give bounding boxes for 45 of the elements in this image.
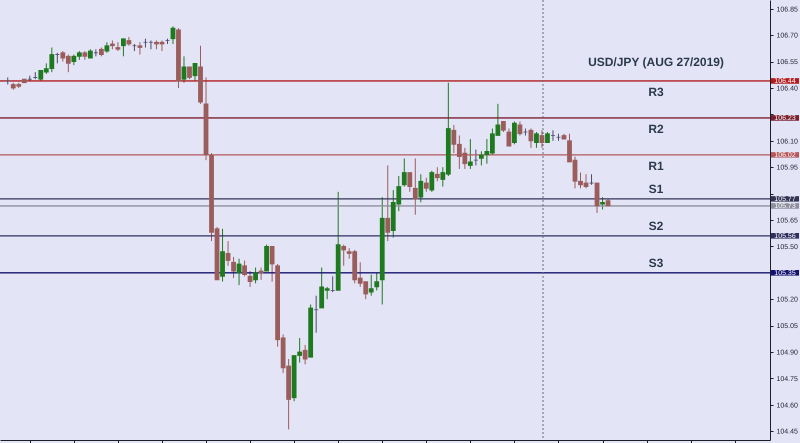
candlestick [594, 182, 600, 214]
candlestick [242, 260, 247, 277]
candlestick [170, 26, 176, 44]
candlestick [104, 42, 110, 54]
candlestick [434, 166, 440, 182]
candlestick [418, 174, 424, 203]
candlestick [512, 120, 517, 145]
candlestick [374, 272, 380, 291]
ref-line-label: R3 [648, 84, 664, 99]
candlestick [545, 132, 550, 144]
candlestick [302, 344, 308, 365]
candlestick [412, 158, 418, 216]
candlestick [341, 244, 346, 266]
candlestick [528, 128, 534, 148]
candlestick [468, 138, 473, 170]
candlestick [231, 256, 236, 279]
candlestick [368, 274, 374, 296]
ref-line-label: R2 [648, 122, 664, 136]
candlestick [248, 270, 252, 288]
candlestick [270, 246, 274, 282]
candlestick [540, 130, 544, 148]
candlestick [385, 164, 390, 242]
candlestick [501, 120, 506, 132]
candlestick [518, 120, 522, 136]
candlestick [182, 56, 186, 84]
candlestick [253, 267, 258, 284]
candlestick [407, 172, 412, 192]
ref-line-label: R1 [648, 158, 664, 173]
candlestick [534, 132, 539, 148]
ref-line-label: S1 [648, 182, 664, 196]
ref-line-label: S3 [648, 256, 664, 270]
ref-line-label: S2 [648, 218, 664, 233]
candlestick [258, 267, 264, 280]
candlestick [506, 128, 512, 147]
candlestick [192, 62, 198, 82]
candlestick [236, 258, 242, 286]
candlestick [424, 177, 429, 192]
candlestick [121, 38, 126, 57]
candlestick [429, 170, 434, 192]
candlestick [600, 196, 605, 210]
candlestick [402, 158, 407, 188]
text: USD/JPY (AUG 27/2019) [588, 55, 724, 69]
candlestick [138, 42, 142, 56]
candlestick [187, 66, 192, 80]
candlestick [226, 240, 230, 266]
